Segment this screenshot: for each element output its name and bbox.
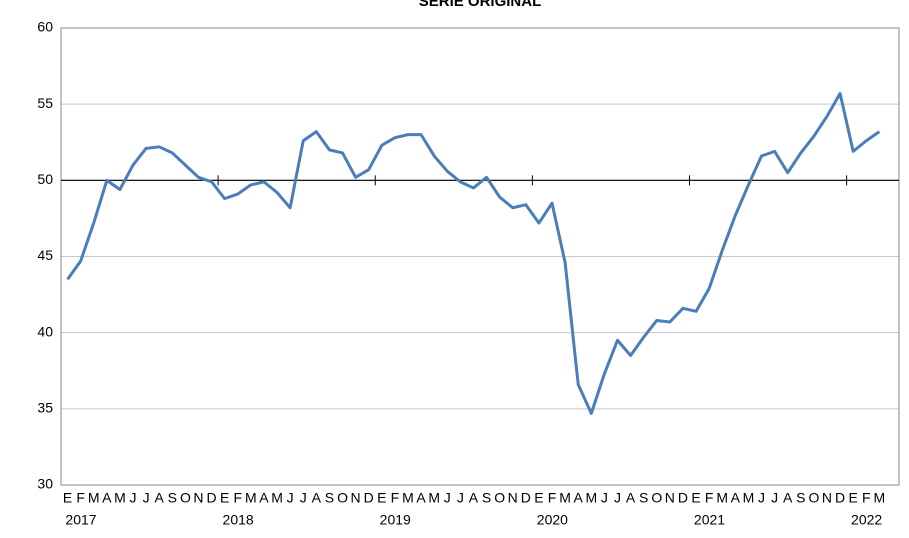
x-tick-label: M (271, 490, 283, 506)
x-tick-label: O (651, 490, 662, 506)
x-group-label: 2017 (65, 512, 96, 528)
x-tick-label: J (614, 490, 621, 506)
x-tick-label: E (534, 490, 543, 506)
x-tick-label: M (114, 490, 126, 506)
y-tick-label: 45 (37, 247, 53, 263)
y-tick-label: 35 (37, 400, 53, 416)
data-line (66, 92, 881, 415)
y-tick-label: 40 (37, 323, 53, 339)
x-tick-label: F (862, 490, 871, 506)
x-tick-label: F (391, 490, 400, 506)
x-tick-label: F (705, 490, 714, 506)
x-tick-label: A (731, 490, 741, 506)
x-tick-label: N (822, 490, 832, 506)
x-tick-label: N (665, 490, 675, 506)
x-group-label: 2020 (537, 512, 568, 528)
x-tick-label: S (796, 490, 805, 506)
x-tick-label: M (716, 490, 728, 506)
y-tick-label: 30 (37, 476, 53, 492)
x-tick-label: A (626, 490, 636, 506)
x-tick-label: N (508, 490, 518, 506)
x-tick-label: M (428, 490, 440, 506)
x-tick-label: O (180, 490, 191, 506)
x-tick-label: E (849, 490, 858, 506)
chart-title: SERIE ORIGINAL (419, 0, 542, 10)
x-tick-label: J (444, 490, 451, 506)
x-group-label: 2019 (380, 512, 411, 528)
x-tick-label: S (482, 490, 491, 506)
x-tick-label: M (559, 490, 571, 506)
x-tick-label: S (639, 490, 648, 506)
x-tick-label: N (193, 490, 203, 506)
x-tick-label: O (337, 490, 348, 506)
x-tick-label: D (678, 490, 688, 506)
x-group-label: 2021 (694, 512, 725, 528)
x-tick-label: S (168, 490, 177, 506)
x-tick-label: A (155, 490, 165, 506)
x-tick-label: A (416, 490, 426, 506)
x-tick-label: J (300, 490, 307, 506)
x-tick-label: J (143, 490, 150, 506)
x-tick-label: N (351, 490, 361, 506)
x-tick-label: M (88, 490, 100, 506)
x-tick-label: E (377, 490, 386, 506)
x-tick-label: D (521, 490, 531, 506)
x-tick-label: O (494, 490, 505, 506)
x-tick-label: J (601, 490, 608, 506)
x-group-label: 2018 (223, 512, 254, 528)
x-tick-label: F (233, 490, 242, 506)
plot-border (60, 27, 900, 486)
y-tick-label: 55 (37, 95, 53, 111)
x-tick-label: J (771, 490, 778, 506)
x-tick-label: E (691, 490, 700, 506)
x-tick-label: F (76, 490, 85, 506)
x-tick-label: E (220, 490, 229, 506)
x-tick-label: E (63, 490, 72, 506)
x-tick-label: A (574, 490, 584, 506)
x-tick-label: O (808, 490, 819, 506)
x-tick-label: A (312, 490, 322, 506)
y-tick-label: 50 (37, 171, 53, 187)
x-tick-label: M (743, 490, 755, 506)
x-tick-label: D (207, 490, 217, 506)
x-tick-label: A (783, 490, 793, 506)
x-tick-label: M (402, 490, 414, 506)
x-tick-label: J (130, 490, 137, 506)
x-tick-label: J (457, 490, 464, 506)
x-tick-label: A (469, 490, 479, 506)
x-tick-label: A (102, 490, 112, 506)
x-tick-label: J (287, 490, 294, 506)
x-tick-label: D (364, 490, 374, 506)
x-tick-label: M (874, 490, 886, 506)
y-tick-label: 60 (37, 19, 53, 35)
x-tick-label: S (325, 490, 334, 506)
x-group-label: 2022 (851, 512, 882, 528)
x-tick-label: M (585, 490, 597, 506)
x-tick-label: D (835, 490, 845, 506)
x-tick-label: A (259, 490, 269, 506)
x-tick-label: M (245, 490, 257, 506)
x-tick-label: F (548, 490, 557, 506)
x-tick-label: J (758, 490, 765, 506)
